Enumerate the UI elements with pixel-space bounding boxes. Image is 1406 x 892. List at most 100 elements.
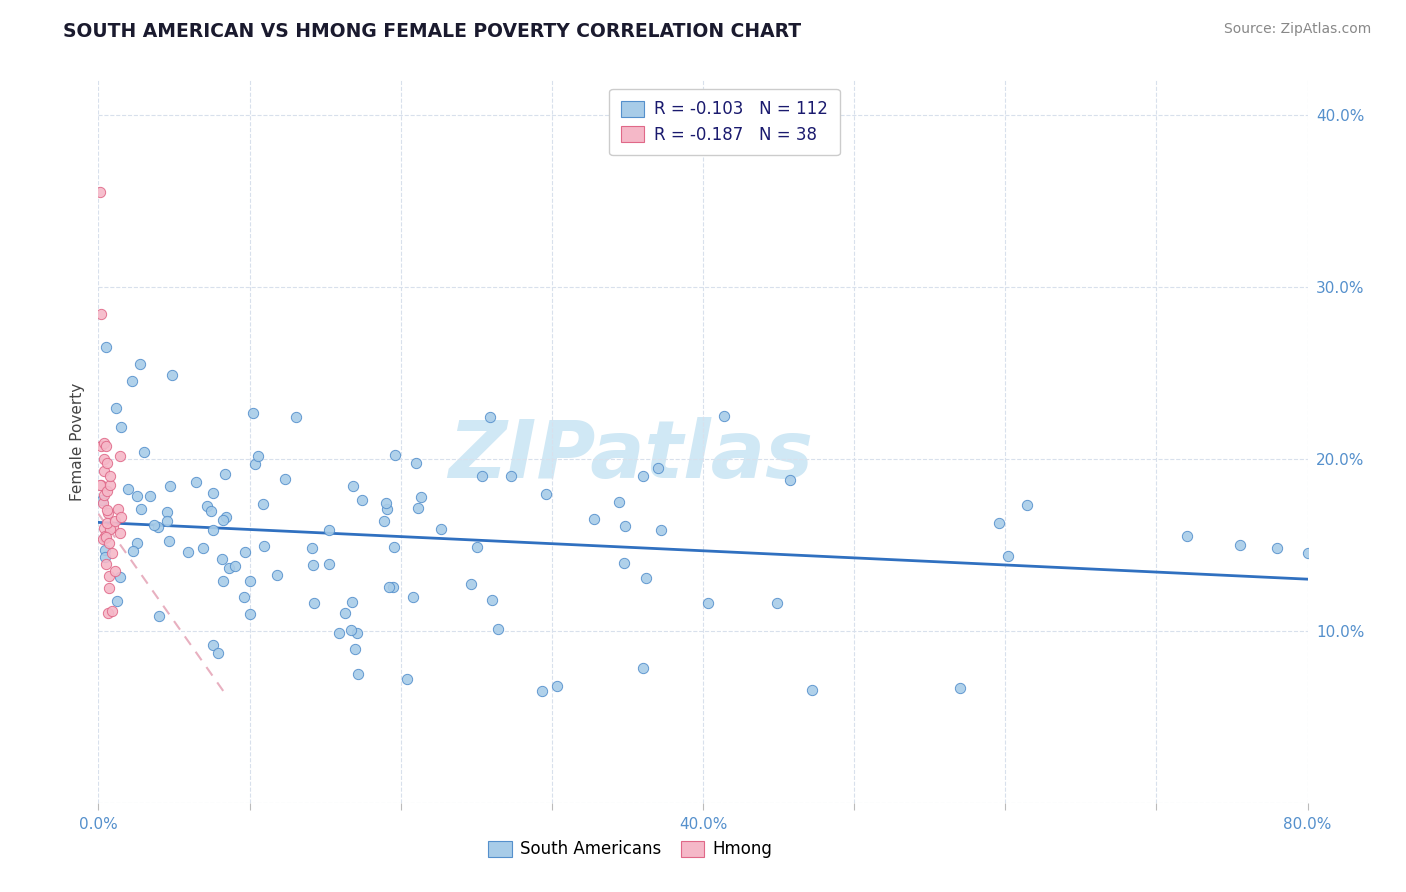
Point — [215, 510, 238, 524]
Point — [156, 514, 179, 528]
Text: Source: ZipAtlas.com: Source: ZipAtlas.com — [1223, 22, 1371, 37]
Point — [159, 478, 181, 492]
Point — [110, 509, 132, 524]
Point — [94, 529, 117, 543]
Point — [211, 552, 233, 566]
Point — [177, 544, 200, 558]
Point — [1296, 546, 1319, 560]
Point — [100, 469, 122, 483]
Point — [779, 473, 801, 487]
Point — [98, 536, 121, 550]
Point — [156, 505, 179, 519]
Point — [146, 520, 169, 534]
Legend: South Americans, Hmong: South Americans, Hmong — [479, 832, 780, 867]
Point — [100, 604, 122, 618]
Point — [96, 503, 118, 517]
Point — [647, 461, 669, 475]
Point — [233, 545, 256, 559]
Point — [471, 468, 494, 483]
Point — [128, 357, 150, 371]
Point — [479, 410, 502, 425]
Y-axis label: Female Poverty: Female Poverty — [70, 383, 86, 500]
Point — [105, 593, 128, 607]
Point — [987, 516, 1010, 531]
Point — [631, 469, 654, 483]
Point — [302, 558, 325, 572]
Point — [97, 569, 120, 583]
Point — [328, 626, 350, 640]
Point — [125, 490, 148, 504]
Point — [93, 521, 115, 535]
Point — [1015, 498, 1038, 512]
Point — [98, 478, 121, 492]
Point — [108, 569, 131, 583]
Point — [245, 457, 267, 471]
Point — [406, 501, 429, 516]
Point — [405, 456, 427, 470]
Point — [1229, 538, 1251, 552]
Point — [195, 499, 218, 513]
Point — [631, 661, 654, 675]
Text: SOUTH AMERICAN VS HMONG FEMALE POVERTY CORRELATION CHART: SOUTH AMERICAN VS HMONG FEMALE POVERTY C… — [63, 22, 801, 41]
Point — [117, 482, 139, 496]
Point — [697, 596, 720, 610]
Point — [93, 452, 115, 467]
Point — [481, 592, 503, 607]
Point — [125, 536, 148, 550]
Point — [800, 682, 823, 697]
Point — [546, 679, 568, 693]
Point — [429, 522, 451, 536]
Point — [207, 646, 229, 660]
Point — [107, 502, 129, 516]
Point — [184, 475, 207, 490]
Point — [94, 543, 117, 558]
Point — [94, 549, 117, 564]
Point — [218, 561, 240, 575]
Point — [607, 495, 630, 509]
Point — [212, 574, 235, 588]
Point — [97, 507, 120, 521]
Point — [93, 436, 115, 450]
Point — [375, 502, 398, 516]
Point — [499, 469, 522, 483]
Point — [384, 448, 406, 462]
Point — [96, 456, 118, 470]
Point — [460, 576, 482, 591]
Point — [98, 522, 121, 536]
Point — [104, 401, 127, 415]
Point — [110, 420, 132, 434]
Point — [121, 375, 143, 389]
Point — [101, 520, 124, 534]
Point — [142, 518, 165, 533]
Point — [949, 681, 972, 695]
Point — [402, 590, 425, 604]
Point — [96, 439, 118, 453]
Point — [122, 543, 145, 558]
Point — [134, 445, 156, 459]
Point — [90, 439, 112, 453]
Point — [239, 607, 262, 621]
Point — [266, 567, 288, 582]
Point — [374, 495, 396, 509]
Point — [301, 541, 323, 555]
Point — [97, 607, 120, 621]
Point — [613, 556, 636, 570]
Point — [373, 514, 395, 528]
Point — [148, 609, 170, 624]
Point — [94, 532, 117, 546]
Point — [202, 523, 225, 537]
Point — [242, 406, 264, 420]
Point — [202, 638, 225, 652]
Point — [335, 606, 357, 620]
Point — [302, 596, 325, 610]
Point — [318, 523, 340, 537]
Point — [342, 479, 364, 493]
Point — [104, 514, 127, 528]
Point — [650, 523, 672, 537]
Point — [486, 622, 509, 636]
Point — [252, 497, 274, 511]
Point — [634, 571, 657, 585]
Point — [531, 684, 554, 698]
Point — [340, 595, 363, 609]
Point — [395, 672, 418, 686]
